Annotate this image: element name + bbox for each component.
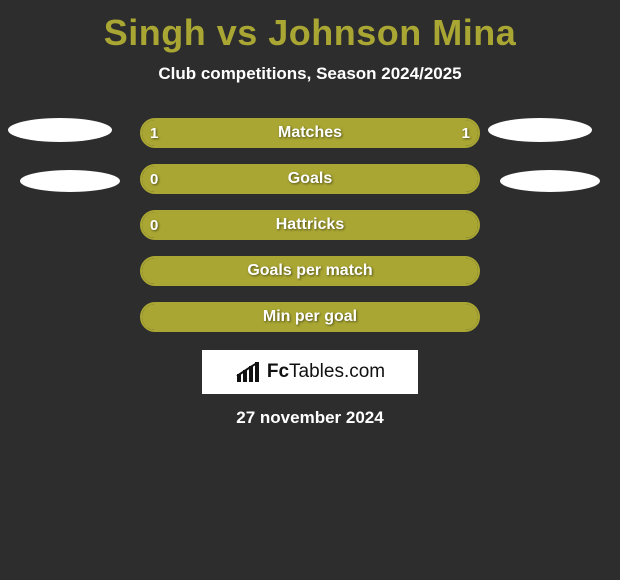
stat-bar-fill-left — [142, 212, 478, 238]
page-title: Singh vs Johnson Mina — [0, 0, 620, 54]
brand-logo: FcTables.com — [202, 350, 418, 394]
date-line: 27 november 2024 — [0, 408, 620, 428]
stat-row: Min per goal — [0, 302, 620, 332]
stat-row: Hattricks0 — [0, 210, 620, 240]
brand-text: FcTables.com — [267, 361, 385, 383]
brand-bold: Fc — [267, 361, 289, 382]
stat-bar-track — [140, 118, 480, 148]
stat-bar-fill-left — [142, 258, 478, 284]
stat-row: Goals per match — [0, 256, 620, 286]
stat-row: Goals0 — [0, 164, 620, 194]
brand-rest: Tables.com — [289, 361, 385, 382]
stat-bar-track — [140, 210, 480, 240]
stat-bar-track — [140, 164, 480, 194]
stat-row: Matches11 — [0, 118, 620, 148]
stat-bar-fill-left — [142, 166, 478, 192]
stats-area: Matches11 Goals0 Hattricks0 Goals per match… — [0, 118, 620, 332]
stat-bar-fill-right — [310, 120, 478, 146]
chart-icon — [235, 360, 263, 384]
stat-bar-track — [140, 256, 480, 286]
stat-bar-track — [140, 302, 480, 332]
subtitle: Club competitions, Season 2024/2025 — [0, 64, 620, 84]
stat-bar-fill-left — [142, 304, 478, 330]
stat-bar-fill-left — [142, 120, 310, 146]
